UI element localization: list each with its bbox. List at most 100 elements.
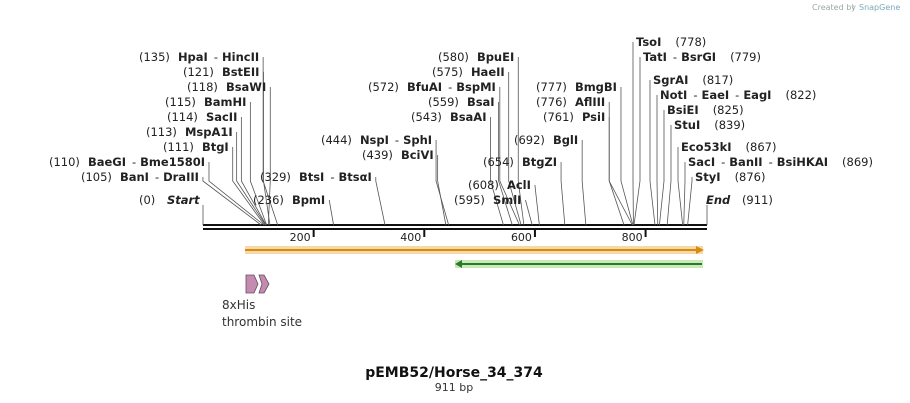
site-label[interactable]: SgrAI (817) [653,73,733,87]
site-connector [236,132,266,226]
site-connector [581,140,587,226]
site-position: (692) [514,133,545,147]
site-position: (105) [81,170,112,184]
enzyme-name: BpmI [292,193,325,207]
site-label[interactable]: (559) BsaI [428,95,495,109]
separator: - [132,155,136,169]
enzyme-name: PsiI [582,110,605,124]
snapgene-logo-icon: ⌇ [851,3,855,12]
enzyme-name: StyI [695,170,721,184]
enzyme-name: SmlI [493,193,522,207]
site-connector [208,162,265,226]
site-label[interactable]: (329) BtsI - BtsαI [260,170,372,184]
site-label[interactable]: (575) HaeII [432,65,505,79]
site-position: (778) [675,35,706,49]
site-label[interactable]: SacI - BanII - BsiHKAI (869) [688,155,873,169]
site-position: (135) [139,50,170,64]
site-label[interactable]: NotI - EaeI - EagI (822) [660,88,816,102]
enzyme-name: BanI [120,170,149,184]
site-position: (761) [543,110,574,124]
enzyme-name: BsaWI [226,80,266,94]
site-label[interactable]: (777) BmgBI [536,80,617,94]
site-label[interactable]: (444) NspI - SphI [321,133,432,147]
site-label[interactable]: (543) BsaAI [411,110,487,124]
enzyme-name: TsoI [636,35,661,49]
site-label[interactable]: (595) SmlI [454,193,521,207]
enzyme-name: AflIII [575,95,605,109]
site-label[interactable]: (135) HpaI - HincII [139,50,259,64]
enzyme-name: MspA1I [185,125,233,139]
site-connector [435,140,450,226]
site-position: (572) [368,80,399,94]
enzyme-name: BtgI [202,140,229,154]
site-label[interactable]: (572) BfuAI - BspMI [368,80,496,94]
site-label[interactable]: (114) SacII [167,110,237,124]
enzyme-name: BglI [553,133,578,147]
site-connector [490,117,504,226]
site-connector [620,87,634,226]
site-connector [328,199,334,226]
tick-label: 600 [511,231,532,244]
site-position: (825) [713,103,744,117]
site-connector [240,117,267,226]
site-label[interactable]: (608) AclI [468,178,531,192]
site-position: (575) [432,65,463,79]
site-label[interactable]: (580) BpuEI [438,50,514,64]
thrombin-site-label: thrombin site [222,315,302,329]
site-position: (543) [411,110,442,124]
site-label[interactable]: BsiEI (825) [667,103,744,117]
site-label[interactable]: (236) BpmI [253,193,325,207]
site-connector [525,199,533,226]
enzyme-name: SgrAI [653,73,688,87]
separator: - [673,50,677,64]
site-position: (559) [428,95,459,109]
enzyme-name: Eco53kI [681,140,732,154]
enzyme-name: EagI [743,88,771,102]
site-position: (608) [468,178,499,192]
separator: - [330,170,334,184]
site-label[interactable]: (439) BciVI [362,148,434,162]
site-label[interactable]: StuI (839) [674,118,745,132]
site-position: (867) [746,140,777,154]
site-labels: (135) HpaI - HincII(121) BstEII(118) BsaWI(11… [49,35,873,207]
site-connector [202,177,262,226]
map-length: 911 bp [435,381,473,394]
site-connector [437,155,447,226]
site-connector [232,147,265,226]
site-label[interactable]: (776) AflIII [536,95,605,109]
enzyme-name: NotI [660,88,687,102]
site-label[interactable]: (692) BglI [514,133,578,147]
site-label[interactable]: (118) BsaWI [187,80,266,94]
site-position: (110) [49,155,80,169]
site-label[interactable]: (113) MspA1I [146,125,233,139]
credit-brand[interactable]: SnapGene [859,3,900,12]
site-connector [608,117,625,226]
enzyme-name: BtsαI [338,170,371,184]
enzyme-name: DraIII [163,170,199,184]
site-label[interactable]: (105) BanI - DraIII [81,170,199,184]
site-position: (580) [438,50,469,64]
enzyme-name: SacI [688,155,715,169]
site-label[interactable]: (111) BtgI [163,140,229,154]
enzyme-name: BaeGI [88,155,126,169]
enzyme-name: SphI [403,133,432,147]
site-label[interactable]: Eco53kI (867) [681,140,776,154]
enzyme-name: BmgBI [575,80,617,94]
site-label[interactable]: (110) BaeGI - Bme1580I [49,155,205,169]
enzyme-name: BsaAI [450,110,487,124]
site-label[interactable]: (761) PsiI [543,110,605,124]
site-label[interactable]: (121) BstEII [183,65,259,79]
his-tag-feature[interactable] [245,274,270,294]
orange-feature-bar[interactable] [245,246,704,254]
site-position: (439) [362,148,393,162]
site-label[interactable]: TsoI (778) [636,35,706,49]
site-connector [683,162,686,226]
site-label[interactable]: TatI - BsrGI (779) [643,50,761,64]
site-position: (115) [165,95,196,109]
site-connector [656,95,659,226]
site-label[interactable]: StyI (876) [695,170,766,184]
green-feature-arrow[interactable] [455,260,703,268]
site-position: (839) [714,118,745,132]
site-label[interactable]: (115) BamHI [165,95,246,109]
site-label[interactable]: (654) BtgZI [483,155,557,169]
